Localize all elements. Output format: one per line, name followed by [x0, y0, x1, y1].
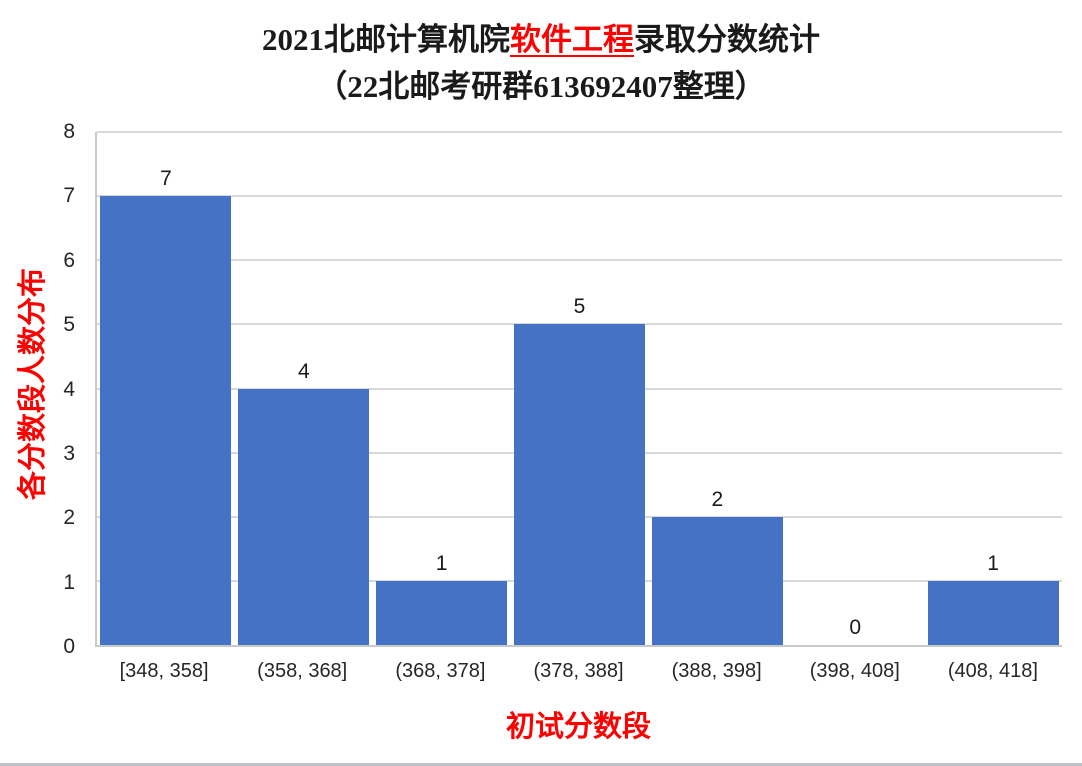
y-tick-label: 0 — [63, 635, 75, 658]
title-highlight: 软件工程 — [510, 22, 634, 57]
x-tick-label: (368, 378] — [395, 660, 486, 682]
x-tick-label: (398, 408] — [809, 660, 900, 682]
bar-6 — [927, 580, 1059, 645]
bar-series: 7 4 1 5 2 0 1 — [97, 132, 1062, 645]
title-text-right: 录取分数统计 — [634, 22, 820, 57]
chart-title-line2: （22北邮考研群613692407整理） — [316, 69, 766, 104]
bar-value-label: 2 — [711, 487, 724, 511]
gridline — [97, 195, 1062, 198]
x-tick-label: (378, 388] — [533, 660, 624, 682]
chart-title-line1: 2021北邮计算机院软件工程录取分数统计 — [0, 16, 1082, 63]
bar-slot: 7 — [97, 132, 235, 645]
bar-value-label: 7 — [160, 167, 172, 191]
bar-slot: 2 — [648, 132, 786, 645]
gridline — [97, 131, 1062, 133]
y-tick-label: 1 — [63, 570, 75, 594]
y-tick-label: 5 — [63, 313, 75, 337]
y-tick-label: 8 — [63, 120, 75, 143]
y-tick-label: 2 — [63, 506, 75, 530]
y-axis-ticks: 0 1 2 3 4 5 6 7 8 — [0, 120, 85, 658]
bar-value-label: 1 — [987, 551, 999, 575]
x-tick-label: [348, 358] — [119, 660, 209, 682]
title-text-left: 2021北邮计算机院 — [262, 22, 510, 57]
bar-0 — [100, 196, 232, 645]
bar-slot: 5 — [511, 132, 649, 645]
bar-value-label: 4 — [297, 359, 310, 383]
bar-2 — [376, 580, 508, 645]
y-tick-label: 7 — [63, 184, 75, 208]
chart-title: 2021北邮计算机院软件工程录取分数统计 （22北邮考研群613692407整理… — [0, 16, 1082, 110]
bar-value-label: 1 — [435, 551, 448, 575]
x-tick-label: (408, 418] — [947, 660, 1038, 682]
bar-slot: 1 — [373, 132, 511, 645]
y-tick-label: 3 — [63, 441, 75, 465]
bar-4 — [651, 516, 783, 645]
x-axis-ticks: [348, 358] (358, 368] (368, 378] (378, 388]… — [95, 660, 1062, 683]
bar-3 — [514, 324, 645, 645]
bar-1 — [238, 388, 370, 645]
bar-value-label: 0 — [849, 616, 862, 639]
x-tick-label: (388, 398] — [671, 660, 762, 682]
plot-area: 7 4 1 5 2 0 1 — [95, 131, 1062, 647]
bar-slot: 0 — [786, 132, 924, 645]
gridline — [97, 259, 1062, 262]
bar-value-label: 5 — [573, 295, 586, 319]
bar-slot: 1 — [924, 132, 1062, 645]
bar-slot: 4 — [235, 132, 373, 645]
x-tick-label: (358, 368] — [257, 660, 348, 682]
y-tick-label: 4 — [63, 377, 75, 401]
y-tick-label: 6 — [63, 248, 75, 272]
x-axis-title: 初试分数段 — [505, 711, 651, 743]
